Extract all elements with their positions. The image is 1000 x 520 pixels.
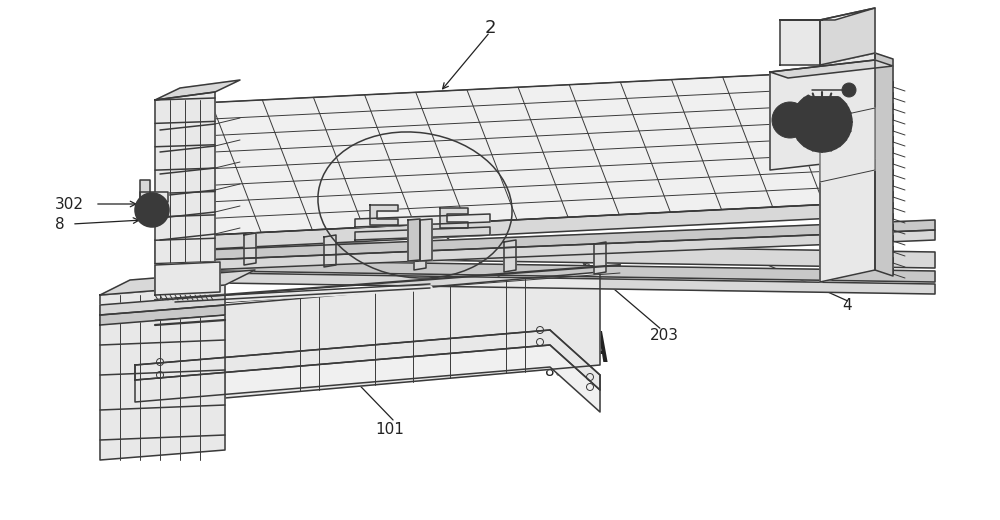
Text: 2: 2	[484, 19, 496, 37]
Polygon shape	[225, 272, 600, 398]
Polygon shape	[155, 80, 240, 100]
Polygon shape	[135, 330, 600, 390]
Polygon shape	[155, 230, 935, 272]
Polygon shape	[140, 180, 150, 220]
Polygon shape	[780, 20, 820, 65]
Polygon shape	[324, 235, 336, 267]
Circle shape	[842, 83, 856, 97]
Polygon shape	[820, 108, 875, 182]
Text: 8: 8	[55, 216, 65, 231]
Circle shape	[792, 92, 852, 152]
Polygon shape	[420, 219, 432, 261]
Polygon shape	[355, 227, 490, 240]
Polygon shape	[820, 8, 875, 65]
Polygon shape	[370, 205, 398, 225]
Polygon shape	[875, 53, 893, 276]
Polygon shape	[780, 8, 875, 20]
Polygon shape	[408, 219, 420, 261]
Polygon shape	[135, 345, 600, 412]
Polygon shape	[440, 208, 468, 228]
Polygon shape	[155, 272, 935, 294]
Polygon shape	[100, 270, 255, 295]
Text: 801: 801	[545, 365, 574, 380]
Polygon shape	[770, 60, 875, 170]
Text: 4: 4	[842, 297, 852, 313]
Polygon shape	[594, 242, 606, 274]
Polygon shape	[155, 259, 935, 282]
Polygon shape	[770, 60, 893, 78]
Polygon shape	[140, 192, 168, 202]
Text: A: A	[581, 329, 609, 371]
Circle shape	[135, 193, 169, 227]
Polygon shape	[414, 238, 426, 270]
Polygon shape	[100, 285, 225, 460]
Polygon shape	[355, 214, 490, 227]
Polygon shape	[244, 233, 256, 265]
Polygon shape	[100, 295, 225, 315]
Text: 302: 302	[55, 197, 84, 212]
Polygon shape	[155, 220, 935, 262]
Polygon shape	[160, 72, 875, 235]
Polygon shape	[210, 202, 875, 249]
Polygon shape	[155, 262, 220, 295]
Polygon shape	[155, 92, 215, 295]
Polygon shape	[100, 305, 225, 325]
Text: 203: 203	[650, 328, 679, 343]
Polygon shape	[160, 105, 210, 249]
Circle shape	[772, 102, 808, 138]
Polygon shape	[504, 240, 516, 272]
Text: 101: 101	[376, 422, 404, 437]
Polygon shape	[820, 53, 875, 282]
Polygon shape	[155, 240, 935, 268]
